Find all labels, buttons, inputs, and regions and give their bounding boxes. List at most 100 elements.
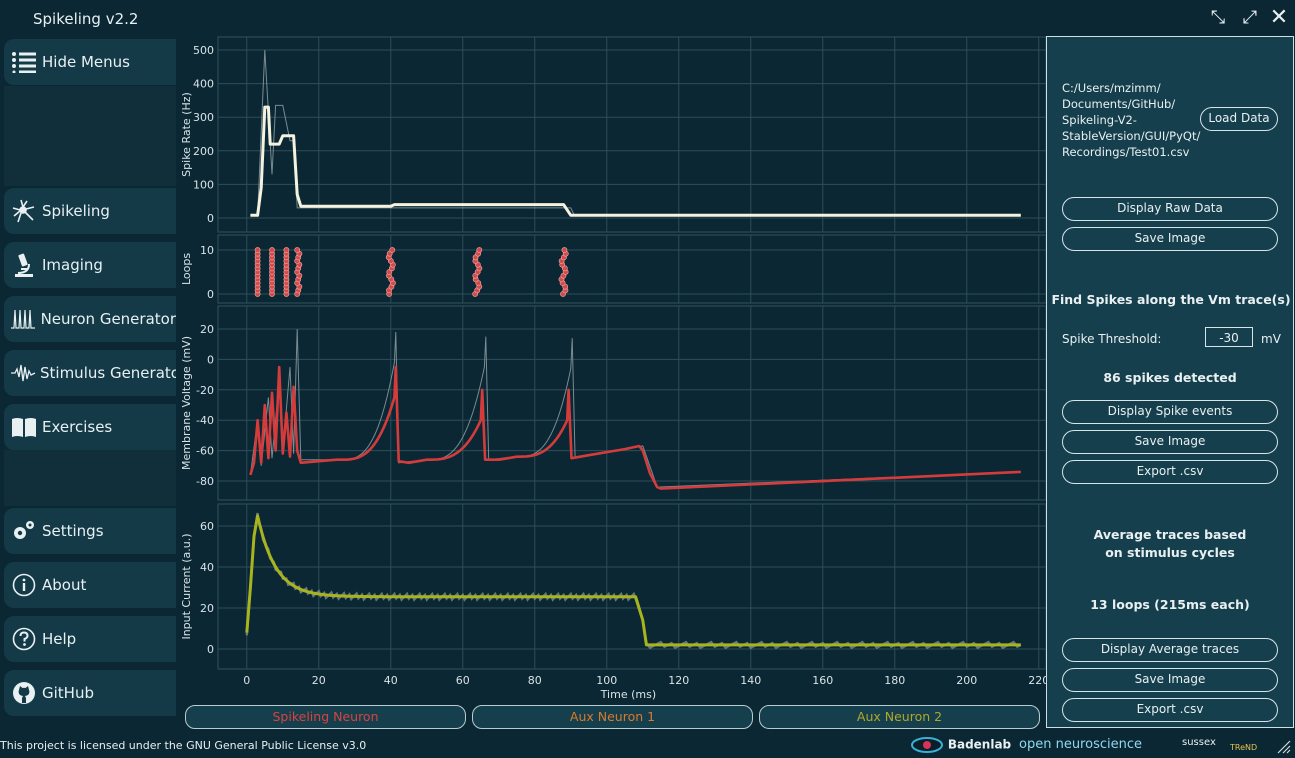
y-tick-label: 60 — [200, 520, 214, 533]
x-tick-label: 180 — [884, 674, 905, 687]
file-path: C:/Users/mzimm/ Documents/GitHub/ Spikel… — [1062, 81, 1201, 159]
maximize-icon[interactable]: ⤢ — [1242, 7, 1258, 28]
y-tick-label: 0 — [207, 288, 214, 301]
sidebar-spacer — [4, 450, 176, 506]
spikes-detected-text: 86 spikes detected — [1103, 370, 1237, 385]
save-image-button[interactable]: Save Image — [1062, 430, 1278, 454]
book-icon — [10, 413, 38, 441]
threshold-unit: mV — [1261, 332, 1281, 346]
title-bar: Spikeling v2.2 ⤡ ⤢ ✕ — [0, 0, 1295, 36]
export-csv-button[interactable]: Export .csv — [1062, 698, 1278, 722]
list-icon — [10, 48, 38, 76]
aux-neuron-2-button[interactable]: Aux Neuron 2 — [759, 705, 1040, 729]
find-spikes-heading: Find Spikes along the Vm trace(s) — [1051, 292, 1291, 307]
raster-spike-dot — [476, 247, 483, 253]
sidebar-item-stimulus-generator[interactable]: Stimulus Generator — [4, 350, 186, 396]
y-tick-label: 100 — [193, 178, 214, 191]
x-tick-label: 60 — [456, 674, 470, 687]
close-icon[interactable]: ✕ — [1269, 5, 1289, 30]
minimize-icon[interactable]: ⤡ — [1210, 7, 1226, 28]
raster-spike-dot — [254, 247, 261, 253]
x-tick-label: 160 — [812, 674, 833, 687]
help-icon — [10, 625, 38, 653]
sidebar-item-label: Exercises — [42, 418, 113, 436]
sidebar-item-settings[interactable]: Settings — [4, 508, 176, 554]
save-image-button[interactable]: Save Image — [1062, 668, 1278, 692]
spike-train-icon — [10, 305, 37, 333]
gears-icon — [10, 517, 38, 545]
sidebar-item-help[interactable]: Help — [4, 616, 176, 662]
info-icon — [10, 571, 38, 599]
sidebar-item-label: Settings — [42, 522, 104, 540]
display-average-traces-button[interactable]: Display Average traces — [1062, 638, 1278, 662]
y-tick-label: -80 — [196, 475, 214, 488]
display-spike-events-button[interactable]: Display Spike events — [1062, 400, 1278, 424]
hide-menus-button[interactable]: Hide Menus — [4, 39, 176, 85]
sidebar-item-label: Imaging — [42, 256, 103, 274]
sidebar-item-imaging[interactable]: Imaging — [4, 242, 176, 288]
current-ghost-trace — [245, 512, 1022, 650]
y-tick-label: 40 — [200, 561, 214, 574]
x-tick-label: 220 — [1028, 674, 1046, 687]
y-tick-label: 20 — [200, 602, 214, 615]
load-data-button[interactable]: Load Data — [1200, 107, 1278, 131]
voltage-trace — [249, 365, 1021, 490]
spike-rate-ghost-trace — [250, 49, 1021, 216]
y-tick-label: 10 — [200, 244, 214, 257]
badenlab-logo[interactable]: Badenlab — [910, 737, 1011, 753]
current-trace — [245, 514, 1021, 647]
spikeling-neuron-button[interactable]: Spikeling Neuron — [185, 705, 466, 729]
raster-spike-dot — [269, 247, 275, 253]
aux-neuron-1-button[interactable]: Aux Neuron 1 — [472, 705, 753, 729]
y-tick-label: 0 — [207, 643, 214, 656]
y-tick-label: -20 — [196, 384, 214, 397]
spike-rate-trace — [250, 105, 1021, 217]
x-tick-label: 200 — [956, 674, 977, 687]
sidebar-item-spikeling[interactable]: Spikeling — [4, 188, 176, 234]
y-tick-label: 500 — [193, 44, 214, 57]
display-raw-data-button[interactable]: Display Raw Data — [1062, 197, 1278, 221]
y-tick-label: 0 — [207, 353, 214, 366]
x-tick-label: 120 — [668, 674, 689, 687]
y-axis-label: Input Current (a.u.) — [180, 533, 193, 639]
hide-menus-label: Hide Menus — [42, 53, 130, 71]
neuron-icon — [10, 197, 38, 225]
x-tick-label: 0 — [243, 674, 250, 687]
x-tick-label: 100 — [596, 674, 617, 687]
y-tick-label: 300 — [193, 111, 214, 124]
sidebar-item-label: Spikeling — [42, 202, 110, 220]
export-csv-button[interactable]: Export .csv — [1062, 460, 1278, 484]
raster-spike-dot — [283, 247, 290, 253]
sidebar-item-neuron-generator[interactable]: Neuron Generator — [4, 296, 176, 342]
open-neuroscience-logo[interactable]: open neuroscience — [1019, 737, 1142, 752]
y-tick-label: 20 — [200, 323, 214, 336]
loops-text: 13 loops (215ms each) — [1090, 597, 1250, 612]
sidebar-item-about[interactable]: About — [4, 562, 176, 608]
badenlab-text: Badenlab — [947, 737, 1012, 752]
sussex-logo[interactable]: sussex — [1182, 737, 1216, 748]
x-tick-label: 20 — [312, 674, 326, 687]
sidebar-item-label: GitHub — [42, 684, 94, 702]
y-tick-label: -40 — [196, 414, 214, 427]
trend-logo[interactable]: TReND — [1230, 743, 1258, 752]
y-tick-label: -60 — [196, 445, 214, 458]
sidebar-item-github[interactable]: GitHub — [4, 670, 176, 716]
resize-grip-icon[interactable] — [1277, 740, 1291, 754]
footer: This project is licensed under the GNU G… — [0, 734, 1295, 758]
spike-threshold-input[interactable]: -30 — [1205, 327, 1253, 347]
raster-spike-dot — [294, 247, 301, 253]
github-icon — [10, 679, 38, 707]
voltage-ghost-trace — [249, 328, 1021, 488]
raster-spike-dot — [561, 247, 568, 253]
save-image-button[interactable]: Save Image — [1062, 227, 1278, 251]
analysis-panel: C:/Users/mzimm/ Documents/GitHub/ Spikel… — [1046, 36, 1294, 728]
aux-neuron-2-label: Aux Neuron 2 — [856, 709, 943, 724]
y-tick-label: 200 — [193, 145, 214, 158]
x-tick-label: 140 — [740, 674, 761, 687]
sidebar-item-exercises[interactable]: Exercises — [4, 404, 176, 450]
raster-panel — [217, 234, 1047, 304]
waveform-icon — [10, 359, 36, 387]
plot-area: 500 400 300 200 100 0 Spike Rate (Hz) 10 0 Loops 2… — [176, 36, 1049, 704]
y-tick-label: 400 — [193, 78, 214, 91]
